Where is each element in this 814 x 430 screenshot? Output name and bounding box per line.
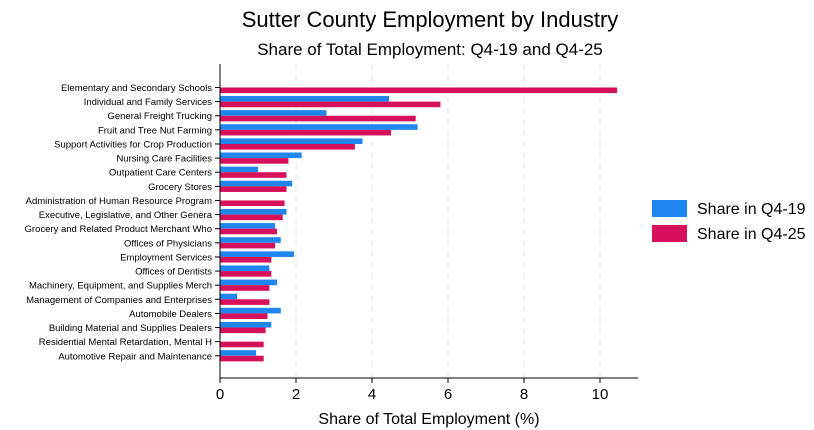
bar-q4-25 — [220, 129, 391, 136]
category-label: Residential Mental Retardation, Mental H — [39, 337, 212, 348]
category-label: Machinery, Equipment, and Supplies Merch — [29, 281, 212, 292]
legend-label: Share in Q4-25 — [697, 226, 806, 243]
bar-q4-25 — [220, 256, 272, 263]
bar-q4-19 — [220, 208, 287, 215]
category-label: Executive, Legislative, and Other Genera — [39, 210, 213, 221]
bar-q4-19 — [220, 237, 281, 243]
category-label: Offices of Physicians — [124, 238, 212, 249]
bars — [220, 87, 618, 362]
category-label: Administration of Human Resource Program — [26, 196, 212, 207]
category-label: Outpatient Care Centers — [109, 168, 212, 179]
category-label: Support Activities for Crop Production — [54, 139, 212, 150]
category-label: Fruit and Tree Nut Farming — [98, 125, 212, 136]
category-label: General Freight Trucking — [107, 111, 212, 122]
x-tick-label: 2 — [292, 386, 300, 403]
x-tick-labels: 0 2 4 6 8 10 — [216, 386, 609, 403]
grid — [295, 64, 601, 378]
bar-q4-19 — [220, 293, 238, 300]
chart-title: Sutter County Employment by Industry — [242, 7, 619, 32]
bar-q4-19 — [220, 138, 363, 144]
bar-q4-25 — [220, 242, 276, 249]
category-label: Employment Services — [120, 252, 212, 263]
bar-q4-25 — [220, 341, 264, 348]
bar-q4-25 — [220, 313, 268, 320]
bar-q4-25 — [220, 214, 283, 221]
category-labels: Elementary and Secondary Schools Individu… — [25, 83, 213, 362]
bar-q4-19 — [220, 180, 293, 187]
axes — [215, 64, 638, 383]
bar-q4-25 — [220, 101, 441, 108]
x-tick-label: 10 — [592, 386, 609, 403]
category-label: Grocery and Related Product Merchant Who — [25, 224, 212, 235]
bar-q4-19 — [220, 279, 277, 286]
bar-q4-19 — [220, 350, 257, 356]
bar-q4-19 — [220, 251, 295, 257]
x-tick-label: 4 — [368, 386, 376, 403]
legend: Share in Q4-19 Share in Q4-25 — [652, 200, 806, 243]
x-tick-label: 6 — [444, 386, 452, 403]
bar-q4-19 — [220, 307, 281, 314]
bar-q4-25 — [220, 143, 355, 150]
bar-q4-25 — [220, 285, 270, 291]
bar-q4-25 — [220, 271, 272, 277]
bar-q4-19 — [220, 152, 302, 159]
category-label: Grocery Stores — [148, 182, 212, 193]
bar-q4-25 — [220, 228, 277, 235]
x-axis-title: Share of Total Employment (%) — [318, 411, 539, 428]
bar-q4-19 — [220, 321, 272, 328]
chart-subtitle: Share of Total Employment: Q4-19 and Q4-… — [257, 40, 603, 59]
bar-q4-25 — [220, 87, 618, 94]
category-label: Building Material and Supplies Dealers — [49, 323, 212, 334]
category-label: Individual and Family Services — [84, 97, 213, 108]
legend-label: Share in Q4-19 — [697, 201, 806, 218]
category-label: Elementary and Secondary Schools — [61, 83, 212, 94]
category-label: Offices of Dentists — [135, 267, 212, 278]
legend-swatch — [652, 200, 687, 217]
bar-q4-25 — [220, 327, 266, 334]
bar-q4-25 — [220, 172, 287, 178]
bar-q4-19 — [220, 124, 418, 130]
bar-q4-19 — [220, 166, 258, 173]
bar-q4-25 — [220, 115, 416, 122]
bar-q4-19 — [220, 265, 270, 272]
bar-q4-25 — [220, 158, 289, 164]
bar-q4-19 — [220, 223, 276, 229]
x-tick-label: 8 — [520, 386, 528, 403]
category-label: Automotive Repair and Maintenance — [58, 351, 212, 362]
category-label: Management of Companies and Enterprises — [26, 295, 212, 306]
bar-q4-19 — [220, 110, 327, 116]
bar-q4-25 — [220, 200, 285, 207]
bar-q4-19 — [220, 96, 390, 102]
x-tick-label: 0 — [216, 386, 224, 403]
bar-q4-25 — [220, 299, 270, 305]
category-label: Nursing Care Facilities — [116, 154, 212, 165]
category-label: Automobile Dealers — [129, 309, 212, 320]
bar-q4-25 — [220, 355, 264, 362]
bar-q4-25 — [220, 186, 287, 192]
legend-swatch — [652, 225, 687, 242]
